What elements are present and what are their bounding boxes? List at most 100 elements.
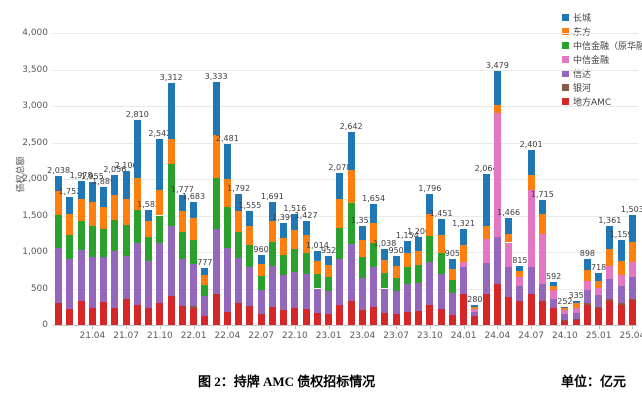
bar-segment-地方AMC xyxy=(212,294,220,325)
bar-value-label: 1,978 xyxy=(69,170,93,180)
bar-segment-中信金融（原华融） xyxy=(313,273,321,289)
y-gridline xyxy=(53,215,638,217)
bar-segment-中信金融（原华融） xyxy=(178,231,186,260)
x-tick-label: 22.10 xyxy=(281,331,308,341)
bar-segment-地方AMC xyxy=(223,311,231,325)
bar-segment-信达 xyxy=(111,251,119,309)
x-tick-label: 21.04 xyxy=(79,331,106,341)
bar-segment-长城 xyxy=(212,81,220,136)
bar-segment-信达 xyxy=(336,259,344,305)
bar-segment-信达 xyxy=(156,243,164,304)
legend-swatch-icon xyxy=(562,97,569,105)
bar-value-label: 2,064 xyxy=(474,164,498,174)
legend-label: 信达 xyxy=(573,69,592,80)
bar-segment-中信金融（原华融） xyxy=(133,209,141,243)
unit-label: 单位：亿元 xyxy=(560,374,626,389)
bar-value-label: 2,078 xyxy=(328,163,352,173)
bar-segment-中信金融（原华融） xyxy=(235,232,243,258)
bar-value-label: 1,321 xyxy=(452,218,476,228)
x-tick-mark xyxy=(126,326,128,329)
bar-segment-长城 xyxy=(291,214,299,231)
bar-value-label: 1,582 xyxy=(137,199,161,209)
legend-label: 地方AMC xyxy=(573,97,612,108)
bar-segment-东方 xyxy=(223,179,231,207)
bar-segment-长城 xyxy=(302,220,310,236)
bar-segment-中信金融（原华融） xyxy=(448,279,456,293)
bar-segment-地方AMC xyxy=(190,308,198,325)
bar-segment-中信金融（原华融） xyxy=(347,203,355,244)
bar-segment-东方 xyxy=(437,235,445,253)
bar-segment-信达 xyxy=(370,267,378,307)
bar-segment-东方 xyxy=(156,189,164,216)
bar-segment-东方 xyxy=(122,199,130,225)
y-gridline xyxy=(53,106,638,107)
bar-value-label: 2,542 xyxy=(148,129,172,139)
bar-segment-信达 xyxy=(268,265,276,307)
y-tick-label: 3,000 xyxy=(22,101,48,111)
bar-segment-东方 xyxy=(572,303,580,309)
bar-segment-信达 xyxy=(527,266,535,295)
x-tick-mark xyxy=(564,326,566,329)
bar-segment-东方 xyxy=(313,261,321,274)
x-tick-label: 22.04 xyxy=(214,331,241,341)
bar-segment-东方 xyxy=(628,241,636,263)
bar-segment-银河 xyxy=(606,299,614,301)
bar-segment-长城 xyxy=(448,258,456,269)
bar-value-label: 1,200 xyxy=(407,227,431,237)
bar-segment-东方 xyxy=(235,211,243,233)
bar-value-label: 950 xyxy=(388,245,404,255)
bar-segment-长城 xyxy=(550,281,558,286)
bar-value-label: 1,555 xyxy=(238,201,262,211)
bar-segment-东方 xyxy=(617,261,625,275)
bar-segment-中信金融 xyxy=(493,113,501,238)
bar-segment-地方AMC xyxy=(583,304,591,325)
bar-segment-东方 xyxy=(88,201,96,226)
bar-segment-中信金融（原华融） xyxy=(426,235,434,263)
bar-value-label: 1,451 xyxy=(429,209,453,219)
bar-segment-长城 xyxy=(55,176,63,191)
x-tick-label: 21.07 xyxy=(113,331,140,341)
bar-segment-地方AMC xyxy=(448,314,456,325)
bar-segment-长城 xyxy=(325,255,333,266)
bar-segment-长城 xyxy=(201,268,209,276)
bar-segment-东方 xyxy=(561,308,569,311)
bar-segment-东方 xyxy=(190,218,198,240)
bar-segment-中信金融 xyxy=(516,276,524,287)
bar-value-label: 1,654 xyxy=(362,194,386,204)
bar-segment-地方AMC xyxy=(595,308,603,325)
bar-segment-东方 xyxy=(111,195,119,220)
bar-value-label: 592 xyxy=(545,271,562,281)
bar-segment-中信金融（原华融） xyxy=(325,276,333,291)
bar-segment-中信金融（原华融） xyxy=(370,243,378,268)
bar-segment-长城 xyxy=(100,187,108,208)
bar-segment-信达 xyxy=(77,249,85,301)
bar-segment-信达 xyxy=(291,271,299,309)
bar-segment-长城 xyxy=(111,174,119,196)
bar-segment-中信金融 xyxy=(617,274,625,286)
bar-segment-银河 xyxy=(583,303,591,305)
bar-segment-信达 xyxy=(392,291,400,315)
bar-segment-地方AMC xyxy=(392,314,400,325)
bar-segment-地方AMC xyxy=(403,311,411,325)
x-tick-label: 22.01 xyxy=(180,331,207,341)
legend-item-长城: 长城 xyxy=(562,10,642,24)
bar-segment-东方 xyxy=(493,104,501,114)
bar-segment-中信金融 xyxy=(505,242,513,267)
bar-value-label: 815 xyxy=(512,255,528,265)
bar-segment-中信金融（原华融） xyxy=(268,241,276,266)
bar-segment-中信金融（原华融） xyxy=(212,177,220,229)
bar-value-label: 335 xyxy=(568,290,584,300)
bar-segment-东方 xyxy=(212,135,220,178)
bar-segment-地方AMC xyxy=(437,308,445,325)
bar-segment-东方 xyxy=(527,175,535,190)
y-gridline xyxy=(53,252,638,253)
bar-segment-中信金融（原华融） xyxy=(77,220,85,250)
bar-segment-信达 xyxy=(583,289,591,304)
bar-segment-东方 xyxy=(66,214,74,236)
bar-segment-东方 xyxy=(482,225,490,239)
bar-value-label: 1,752 xyxy=(58,187,82,197)
figure-caption-row: 图 2：持牌 AMC 债权招标情况 单位：亿元 xyxy=(0,371,642,391)
bar-segment-长城 xyxy=(167,83,175,139)
bar-segment-中信金融（原华融） xyxy=(358,257,366,278)
y-gridline xyxy=(53,179,638,180)
